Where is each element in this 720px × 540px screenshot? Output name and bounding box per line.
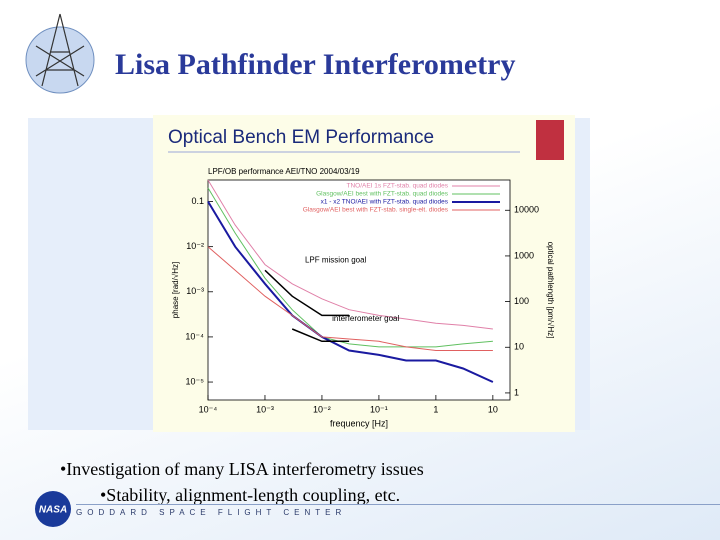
- bullet-list: •Investigation of many LISA interferomet…: [60, 456, 424, 508]
- footer-text: GODDARD SPACE FLIGHT CENTER: [76, 508, 347, 517]
- x-tick-label: 10: [488, 404, 498, 414]
- x-tick-label: 10⁻²: [313, 404, 331, 414]
- bullet: •Investigation of many LISA interferomet…: [60, 459, 424, 479]
- goal-label: interferometer goal: [332, 314, 399, 323]
- y-tick-label: 10⁻²: [186, 241, 204, 251]
- goal-line: [264, 269, 350, 317]
- x-axis-label: frequency [Hz]: [330, 418, 388, 428]
- figure-logo: [536, 120, 564, 160]
- y2-axis-label: optical pathlength [pm/√Hz]: [546, 242, 555, 339]
- goal-line: [291, 328, 350, 343]
- footer-rule: [76, 504, 720, 505]
- y-tick-label: 0.1: [191, 196, 204, 206]
- goal-label: LPF mission goal: [305, 255, 367, 264]
- legend-label: Glasgow/AEI best with FZT-stab. single-e…: [303, 207, 449, 214]
- x-tick-label: 10⁻¹: [370, 404, 388, 414]
- series-line: [207, 246, 493, 351]
- logo-text: NASA: [39, 505, 67, 516]
- y-tick-label: 10⁻⁵: [186, 376, 205, 386]
- chart-subtitle: LPF/OB performance AEI/TNO 2004/03/19: [208, 167, 360, 176]
- slide-title: Lisa Pathfinder Interferometry: [115, 48, 516, 81]
- y2-tick-label: 1000: [514, 250, 534, 260]
- legend-label: x1 - x2 TNO/AEI with FZT-stab. quad diod…: [321, 199, 449, 206]
- y2-tick-label: 1: [514, 387, 519, 397]
- x-tick-label: 10⁻⁴: [199, 404, 218, 414]
- legend-label: Glasgow/AEI best with FZT-stab. quad dio…: [316, 191, 449, 198]
- y-axis-label: phase [rad/√Hz]: [171, 262, 180, 318]
- y2-tick-label: 100: [514, 296, 529, 306]
- figure-title: Optical Bench EM Performance: [168, 127, 434, 148]
- nasa-logo: NASA: [35, 491, 71, 527]
- x-tick-label: 10⁻³: [256, 404, 274, 414]
- series-line: [207, 200, 494, 383]
- x-tick-label: 1: [433, 404, 438, 414]
- y-tick-label: 10⁻³: [186, 286, 204, 296]
- y2-tick-label: 10000: [514, 205, 539, 215]
- bullet: •Stability, alignment-length coupling, e…: [100, 485, 401, 505]
- y-tick-label: 10⁻⁴: [185, 331, 204, 341]
- series-line: [207, 187, 493, 348]
- legend-label: TNO/AEI 1s FZT-stab. quad diodes: [346, 183, 448, 190]
- series-line: [207, 179, 493, 330]
- y2-tick-label: 10: [514, 342, 524, 352]
- lisa-logo: [25, 13, 95, 94]
